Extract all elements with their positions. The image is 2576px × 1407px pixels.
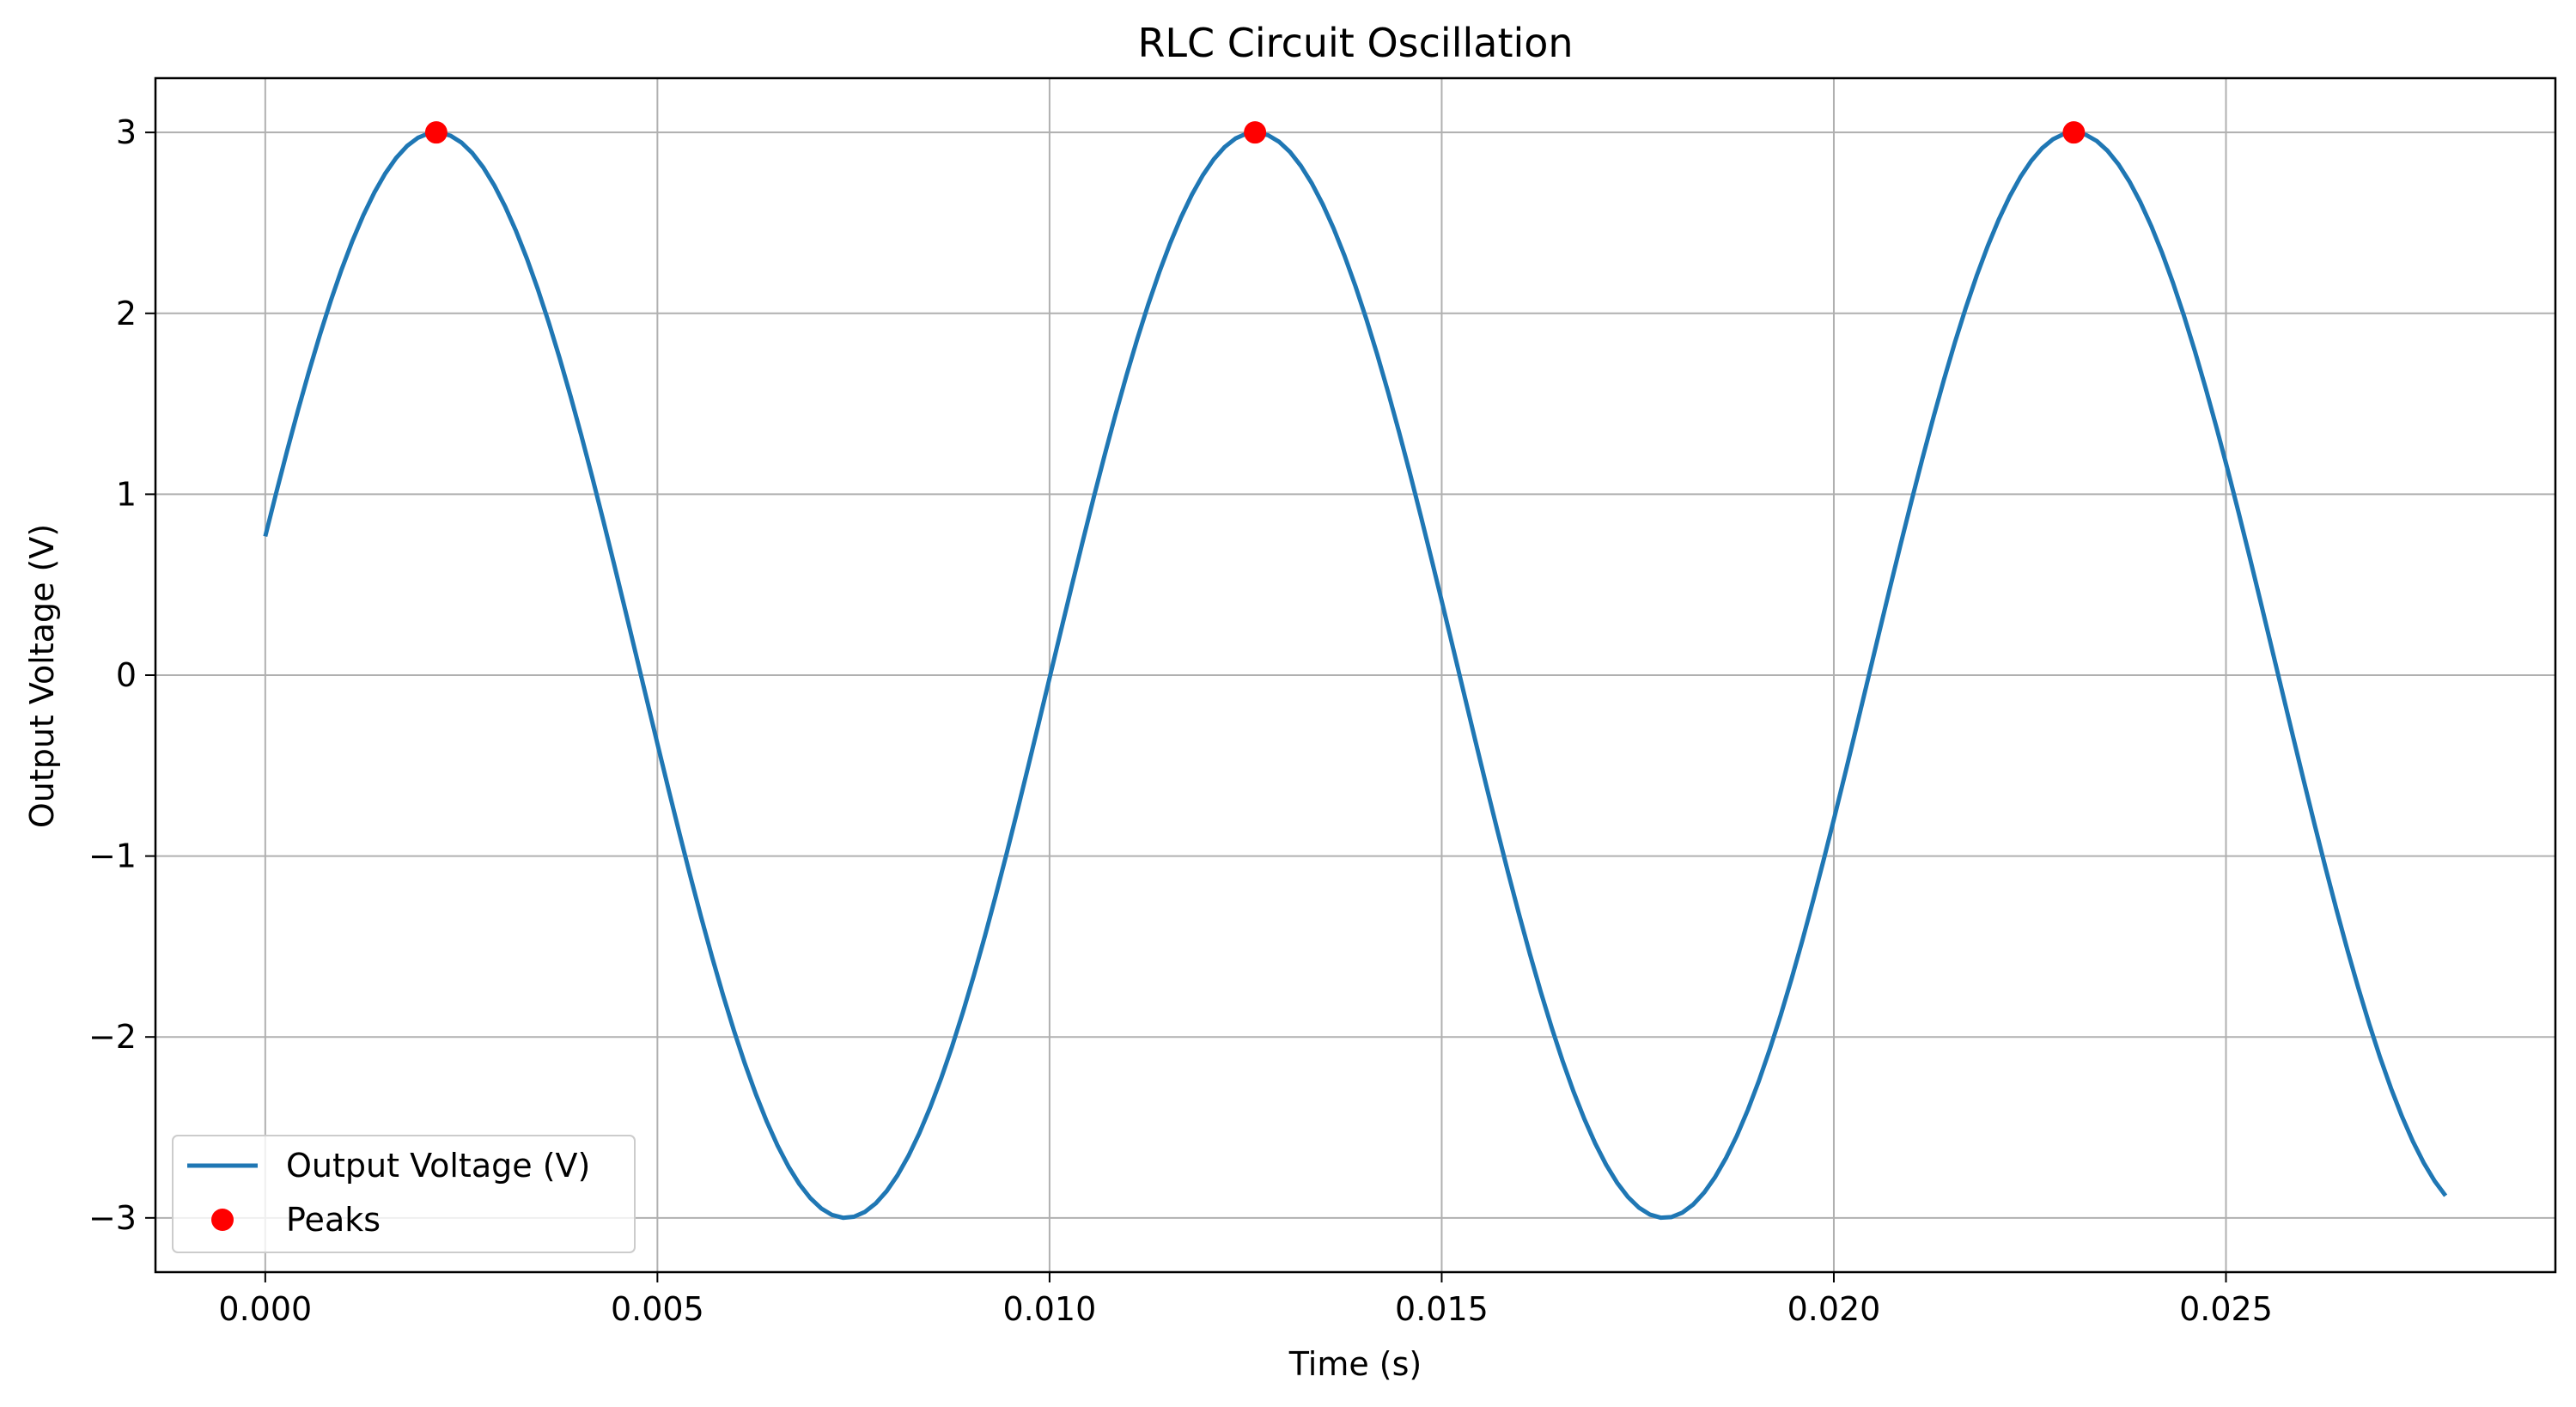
x-tick-label: 0.010: [1003, 1290, 1097, 1328]
y-axis-label: Output Voltage (V): [23, 524, 61, 828]
plot-series: [263, 121, 2448, 1221]
peak-marker: [424, 121, 448, 144]
legend-label-peaks: Peaks: [286, 1201, 381, 1239]
y-tick-label: 3: [116, 113, 137, 151]
peak-marker: [2062, 121, 2086, 144]
chart-title: RLC Circuit Oscillation: [1137, 20, 1573, 66]
y-tick-label: 1: [116, 475, 137, 513]
legend-peaks-swatch: [211, 1209, 234, 1231]
y-tick-label: −3: [88, 1199, 137, 1237]
peak-marker: [1244, 121, 1267, 144]
x-tick-label: 0.015: [1395, 1290, 1489, 1328]
x-tick-label: 0.020: [1787, 1290, 1881, 1328]
y-tick-label: −1: [88, 838, 137, 875]
y-tick-label: 2: [116, 295, 137, 332]
legend: Output Voltage (V) Peaks: [172, 1135, 636, 1253]
y-tick-label: −2: [88, 1018, 137, 1056]
x-tick-label: 0.025: [2179, 1290, 2273, 1328]
legend-box: [172, 1135, 636, 1253]
ticks: 0.000 0.005 0.010 0.015 0.020 0.025 −3 −2 −1 0 1 2 3: [88, 113, 2273, 1328]
legend-label-output-voltage: Output Voltage (V): [286, 1147, 590, 1185]
x-tick-label: 0.000: [218, 1290, 312, 1328]
x-axis-label: Time (s): [1288, 1345, 1422, 1383]
x-tick-label: 0.005: [611, 1290, 704, 1328]
y-tick-label: 0: [116, 656, 137, 694]
